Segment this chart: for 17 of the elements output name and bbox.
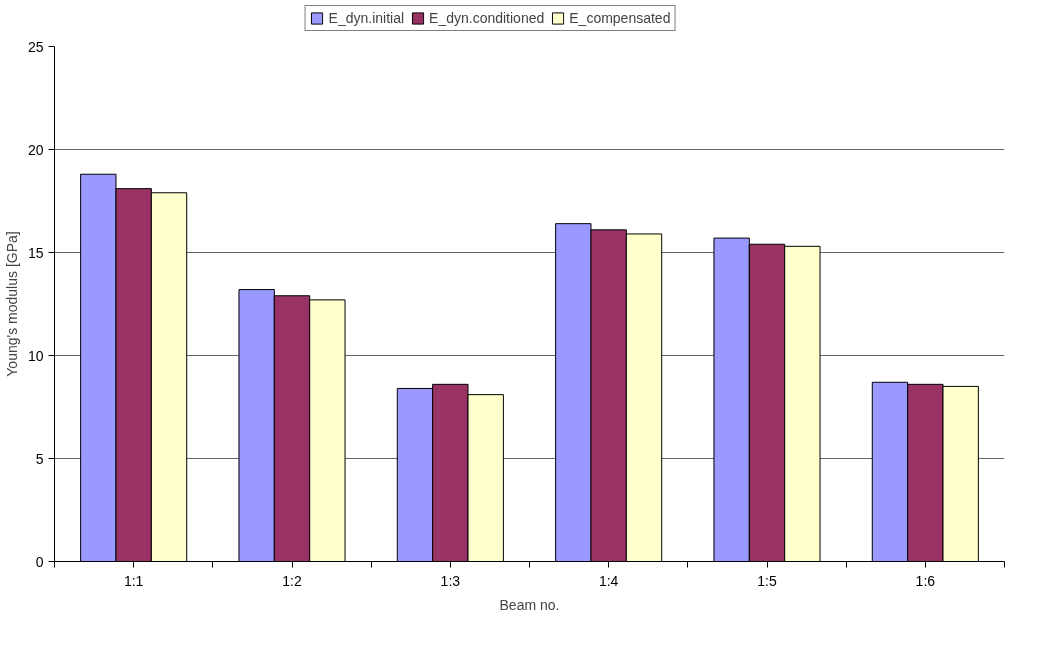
- y-tick-label: 0: [35, 553, 44, 570]
- x-axis-title: Beam no.: [499, 596, 560, 613]
- x-tick-label: 1:3: [440, 572, 461, 589]
- legend-label: E_compensated: [569, 10, 671, 26]
- x-tick-label: 1:6: [915, 572, 936, 589]
- legend-label: E_dyn.conditioned: [429, 10, 545, 26]
- y-tick-label: 15: [27, 244, 44, 261]
- x-tick-label: 1:4: [598, 572, 619, 589]
- x-tick-label: 1:2: [282, 572, 302, 589]
- y-tick-label: 25: [27, 38, 44, 55]
- y-tick-label: 10: [27, 347, 44, 364]
- y-tick-label: 5: [35, 450, 44, 467]
- y-axis-title: Young's modulus [GPa]: [3, 231, 20, 377]
- x-tick-label: 1:1: [123, 572, 144, 589]
- legend-label: E_dyn.initial: [328, 10, 405, 26]
- x-tick-label: 1:5: [757, 572, 777, 589]
- y-tick-label: 20: [27, 141, 44, 158]
